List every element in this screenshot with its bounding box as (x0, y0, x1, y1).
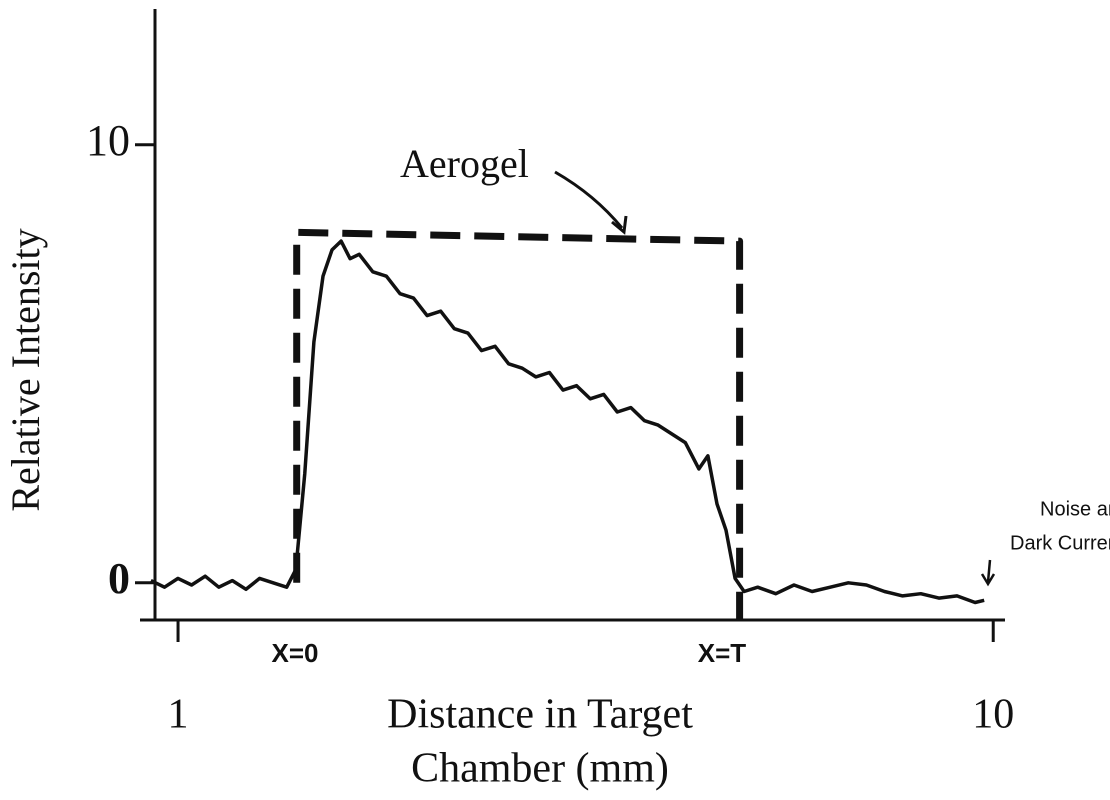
x-axis-label: Chamber (mm) (411, 746, 669, 792)
annotation-arrow (554, 170, 624, 229)
x-tick-label: 1 (168, 692, 189, 738)
y-axis-label: Relative Intensity (3, 228, 48, 511)
annotation: X=0 (272, 638, 319, 668)
x-tick-label: 10 (972, 692, 1014, 738)
intensity-line (150, 239, 985, 605)
annotation-arrow (980, 559, 996, 587)
y-tick-label: 0 (108, 554, 130, 603)
series-label: Aerogel (400, 141, 529, 186)
annotation: X=T (698, 638, 747, 668)
y-tick-label: 10 (86, 116, 130, 165)
x-axis-label: Distance in Target (387, 692, 693, 738)
annotation: Dark Current (1010, 532, 1110, 554)
annotation-arrowhead (611, 215, 628, 235)
aerogel-profile (293, 228, 744, 620)
annotation: Noise and (1040, 498, 1110, 520)
